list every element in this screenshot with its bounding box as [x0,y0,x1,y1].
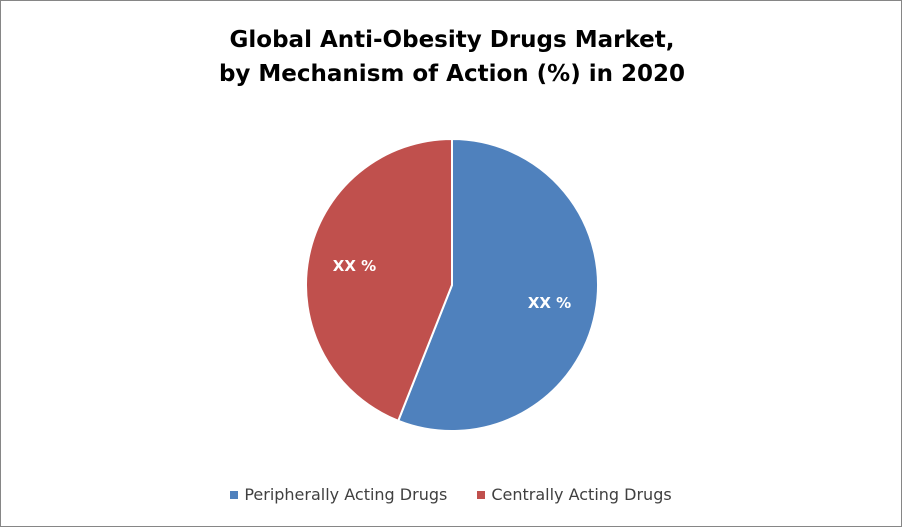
legend-swatch [230,490,239,499]
legend-item: Centrally Acting Drugs [477,485,672,504]
chart-title: by Mechanism of Action (%) in 2020 [219,61,685,87]
data-label: XX % [333,257,376,275]
pie-slice [305,137,453,423]
legend-label: Peripherally Acting Drugs [244,485,448,504]
legend-swatch [477,490,486,499]
chart: Global Anti-Obesity Drugs Market, by Mec… [219,27,685,432]
legend: Peripherally Acting Drugs Centrally Actin… [1,485,901,504]
chart-title: Global Anti-Obesity Drugs Market, [230,27,675,53]
data-label: XX % [528,294,571,312]
legend-item: Peripherally Acting Drugs [230,485,447,504]
legend-label: Centrally Acting Drugs [491,485,672,504]
pie-slice [396,137,599,432]
